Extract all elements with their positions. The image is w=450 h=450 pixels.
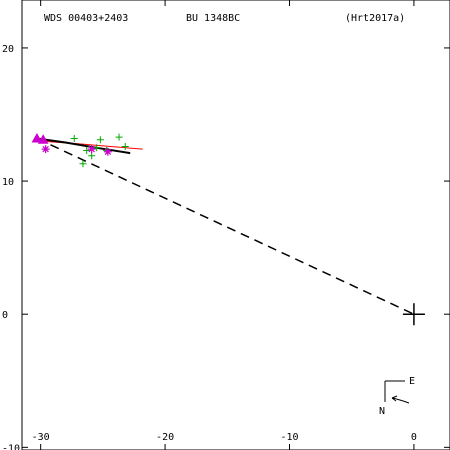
x-tick-label: -20	[156, 432, 174, 443]
header-wds-id: WDS 00403+2403	[44, 13, 128, 24]
compass-arrow-icon	[391, 395, 410, 404]
observation-triangle-marker	[37, 134, 49, 144]
data-points	[31, 132, 425, 326]
compass: E N	[379, 376, 415, 417]
observation-plus-marker	[115, 133, 123, 141]
x-tick-label: -10	[280, 432, 298, 443]
observation-plus-marker	[83, 146, 91, 154]
y-tick-label: -10	[2, 443, 20, 450]
observation-plus-marker	[70, 134, 78, 142]
observation-triangle-marker	[31, 132, 43, 143]
y-tick-label: 20	[2, 44, 14, 55]
x-tick-label: -30	[32, 432, 50, 443]
header-reference: (Hrt2017a)	[345, 13, 405, 24]
y-tick-label: 10	[2, 177, 14, 188]
origin-dashed-line	[36, 137, 415, 315]
x-tick-label: 0	[411, 432, 417, 443]
orbit-arc	[36, 137, 131, 155]
observation-star-marker	[87, 145, 96, 154]
observation-plus-marker	[96, 136, 104, 144]
header-discoverer: BU 1348BC	[186, 13, 240, 24]
observation-star-marker	[103, 147, 112, 156]
compass-east-label: E	[409, 376, 415, 387]
observation-plus-marker	[79, 160, 87, 168]
observation-star-marker	[41, 145, 50, 154]
compass-north-label: N	[379, 406, 385, 417]
observation-plus-marker	[121, 142, 129, 150]
plot-frame	[21, 0, 450, 450]
orbit-lines	[36, 137, 415, 315]
y-tick-label: 0	[2, 310, 8, 321]
observation-plus-marker	[88, 152, 96, 160]
observation-plus-marker	[93, 144, 101, 152]
